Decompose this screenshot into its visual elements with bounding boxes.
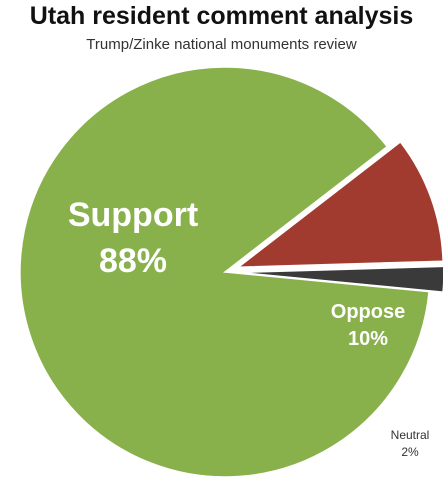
slice-label-neutral: Neutral	[391, 428, 430, 442]
slice-label-support: Support	[68, 196, 198, 234]
pie-slices	[19, 66, 443, 478]
chart-title: Utah resident comment analysis	[29, 2, 414, 30]
pie-slice-neutral	[238, 265, 443, 293]
pie-labels: Support 88% Oppose 10% Neutral 2%	[68, 196, 430, 459]
slice-value-neutral: 2%	[401, 445, 419, 459]
slice-label-oppose: Oppose	[331, 301, 405, 323]
chart-subtitle: Trump/Zinke national monuments review	[86, 36, 357, 53]
slice-value-support: 88%	[99, 242, 167, 280]
slice-value-oppose: 10%	[348, 328, 388, 350]
pie-slice-support	[19, 66, 430, 478]
